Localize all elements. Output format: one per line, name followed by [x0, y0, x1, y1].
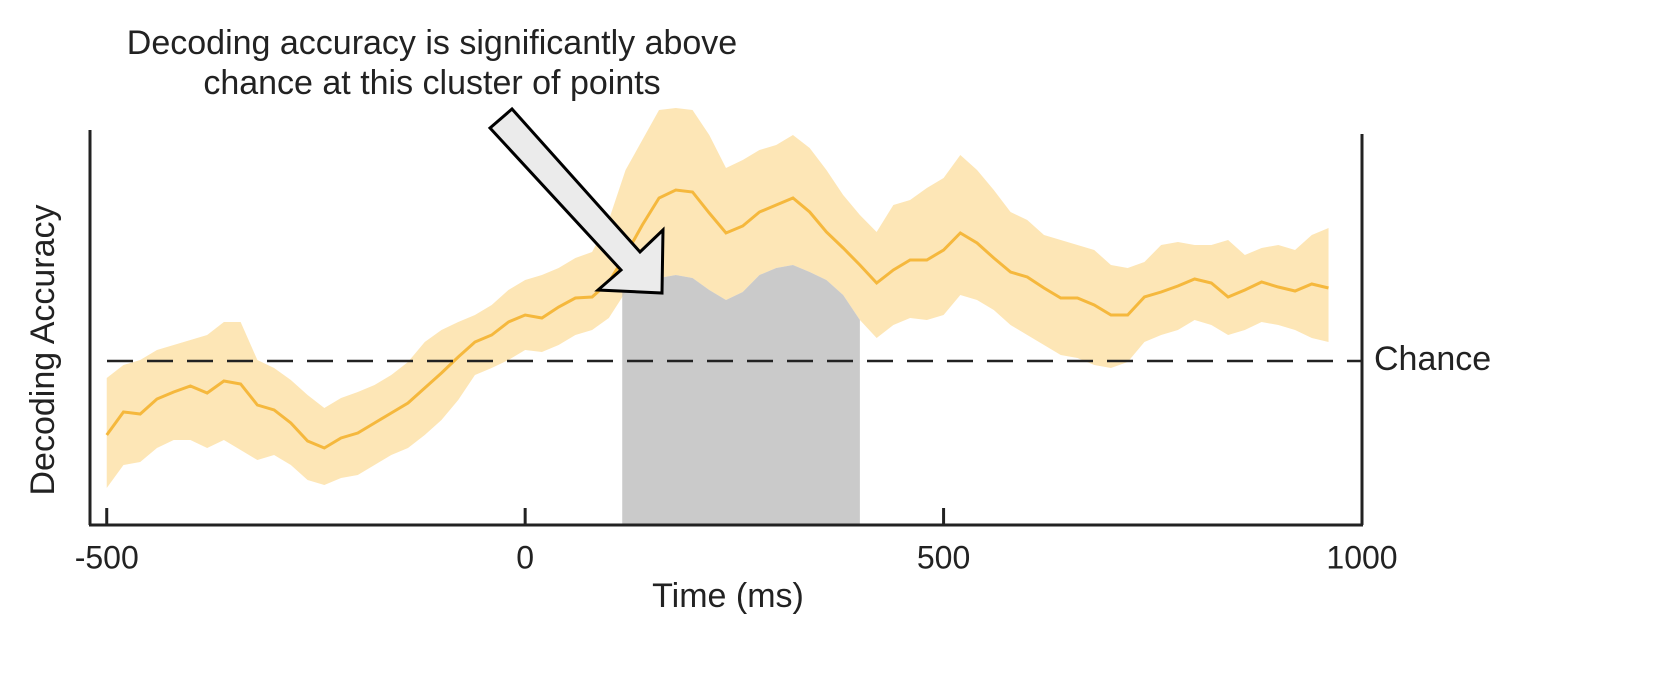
x-tick-label: 500 [917, 539, 970, 575]
chance-label: Chance [1374, 340, 1491, 378]
significant-cluster [622, 265, 860, 525]
x-tick-label: 1000 [1326, 539, 1397, 575]
y-axis-label: Decoding Accuracy [24, 204, 62, 495]
annotation: chance at this cluster of points [203, 64, 660, 102]
annotation-arrow [487, 106, 665, 295]
x-tick-label: 0 [516, 539, 534, 575]
plot: Chance -500 0 500 1000 [75, 108, 1491, 575]
x-axis-label: Time (ms) [652, 577, 804, 615]
mean-line [105, 188, 1329, 450]
annotation: Decoding accuracy is significantly above [127, 24, 737, 62]
confidence-band [106, 108, 1329, 488]
x-tick-label: -500 [75, 539, 139, 575]
